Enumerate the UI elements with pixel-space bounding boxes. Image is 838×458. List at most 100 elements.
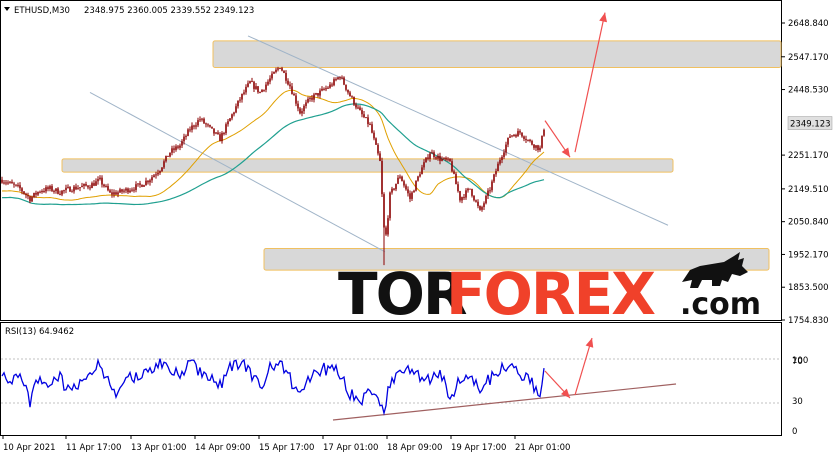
candle-body (415, 180, 417, 191)
candle-body (199, 119, 201, 121)
candle-body (487, 190, 489, 196)
candle-body (253, 81, 255, 89)
candle-body (185, 135, 187, 137)
candle-body (307, 98, 309, 103)
rsi-arrow (574, 337, 593, 396)
logo-text-tor: TOR (338, 260, 467, 328)
candle-body (361, 110, 363, 115)
candle-body (227, 121, 229, 125)
candle-body (429, 153, 431, 159)
price-arrow-head (561, 147, 570, 158)
candle-body (231, 114, 233, 119)
candle-body (315, 93, 317, 95)
candle-body (115, 192, 117, 195)
candle-body (521, 132, 523, 137)
candle-body (433, 152, 435, 158)
candle-body (197, 120, 199, 126)
candle-body (289, 84, 291, 87)
candle-body (75, 186, 77, 190)
ohlc-values: 2348.975 2360.005 2339.552 2349.123 (84, 6, 254, 16)
candle-body (187, 129, 189, 136)
candle-body (453, 171, 455, 174)
candle-body (355, 104, 357, 108)
candle-body (375, 138, 377, 145)
candle-body (259, 92, 261, 94)
candle-body (157, 172, 159, 175)
candle-body (351, 96, 353, 98)
candle-body (511, 135, 513, 137)
rsi-arrows (544, 337, 594, 399)
candle-body (243, 92, 245, 94)
candle-body (319, 90, 321, 96)
candle-body (275, 69, 277, 72)
candle-body (539, 147, 541, 150)
candle-body (303, 105, 305, 112)
candle-body (189, 129, 191, 131)
candle-body (473, 195, 475, 201)
candle-body (257, 86, 259, 93)
candle-body (389, 192, 391, 219)
candle-body (285, 72, 287, 81)
candle-body (53, 190, 55, 192)
candle-body (295, 95, 297, 104)
time-tick-label: 11 Apr 17:00 (66, 443, 121, 453)
candle-body (281, 68, 283, 71)
candle-body (165, 155, 167, 162)
candle-body (245, 86, 247, 93)
candle-body (451, 161, 453, 172)
time-tick-label: 21 Apr 01:00 (515, 443, 570, 453)
candle-body (489, 190, 491, 192)
candle-body (225, 124, 227, 134)
candle-body (83, 184, 85, 186)
candle-body (309, 97, 311, 99)
candle-body (345, 84, 347, 90)
candle-body (39, 191, 41, 193)
candle-body (437, 155, 439, 159)
candle-body (399, 176, 401, 178)
candle-body (277, 68, 279, 70)
rsi-tick-label: 100 (792, 356, 808, 366)
candle-body (435, 157, 437, 159)
candle-body (325, 88, 327, 90)
candle-body (419, 174, 421, 177)
candle-body (215, 132, 217, 134)
candle-body (475, 200, 477, 202)
candle-body (479, 206, 481, 210)
candle-body (477, 201, 479, 207)
candle-body (371, 124, 373, 133)
candle-body (465, 190, 467, 198)
candle-body (513, 135, 515, 137)
candle-body (173, 148, 175, 150)
candle-body (123, 190, 125, 192)
candle-body (537, 145, 539, 150)
candle-body (499, 160, 501, 164)
candle-body (217, 132, 219, 135)
symbol-label: ETHUSD,M30 (14, 6, 70, 16)
candle-body (205, 123, 207, 125)
candle-body (7, 182, 9, 184)
candle-body (159, 171, 161, 173)
candle-body (349, 92, 351, 97)
candle-body (291, 86, 293, 94)
candle-body (393, 188, 395, 190)
candle-body (179, 145, 181, 148)
candle-body (155, 174, 157, 176)
dropdown-triangle-icon[interactable] (4, 7, 10, 11)
candle-body (167, 155, 169, 157)
candle-body (527, 139, 529, 141)
candle-body (211, 126, 213, 129)
candle-body (21, 188, 23, 192)
candle-body (461, 197, 463, 201)
candle-body (177, 146, 179, 148)
candle-body (311, 97, 313, 100)
rsi-arrow-head (585, 338, 594, 348)
candle-body (269, 78, 271, 82)
candle-body (329, 84, 331, 88)
candle-body (379, 153, 381, 161)
candle-body (1, 179, 3, 183)
candle-body (443, 157, 445, 159)
candle-body (209, 125, 211, 127)
candle-body (517, 131, 519, 137)
candle-body (175, 146, 177, 150)
candle-body (501, 156, 503, 161)
